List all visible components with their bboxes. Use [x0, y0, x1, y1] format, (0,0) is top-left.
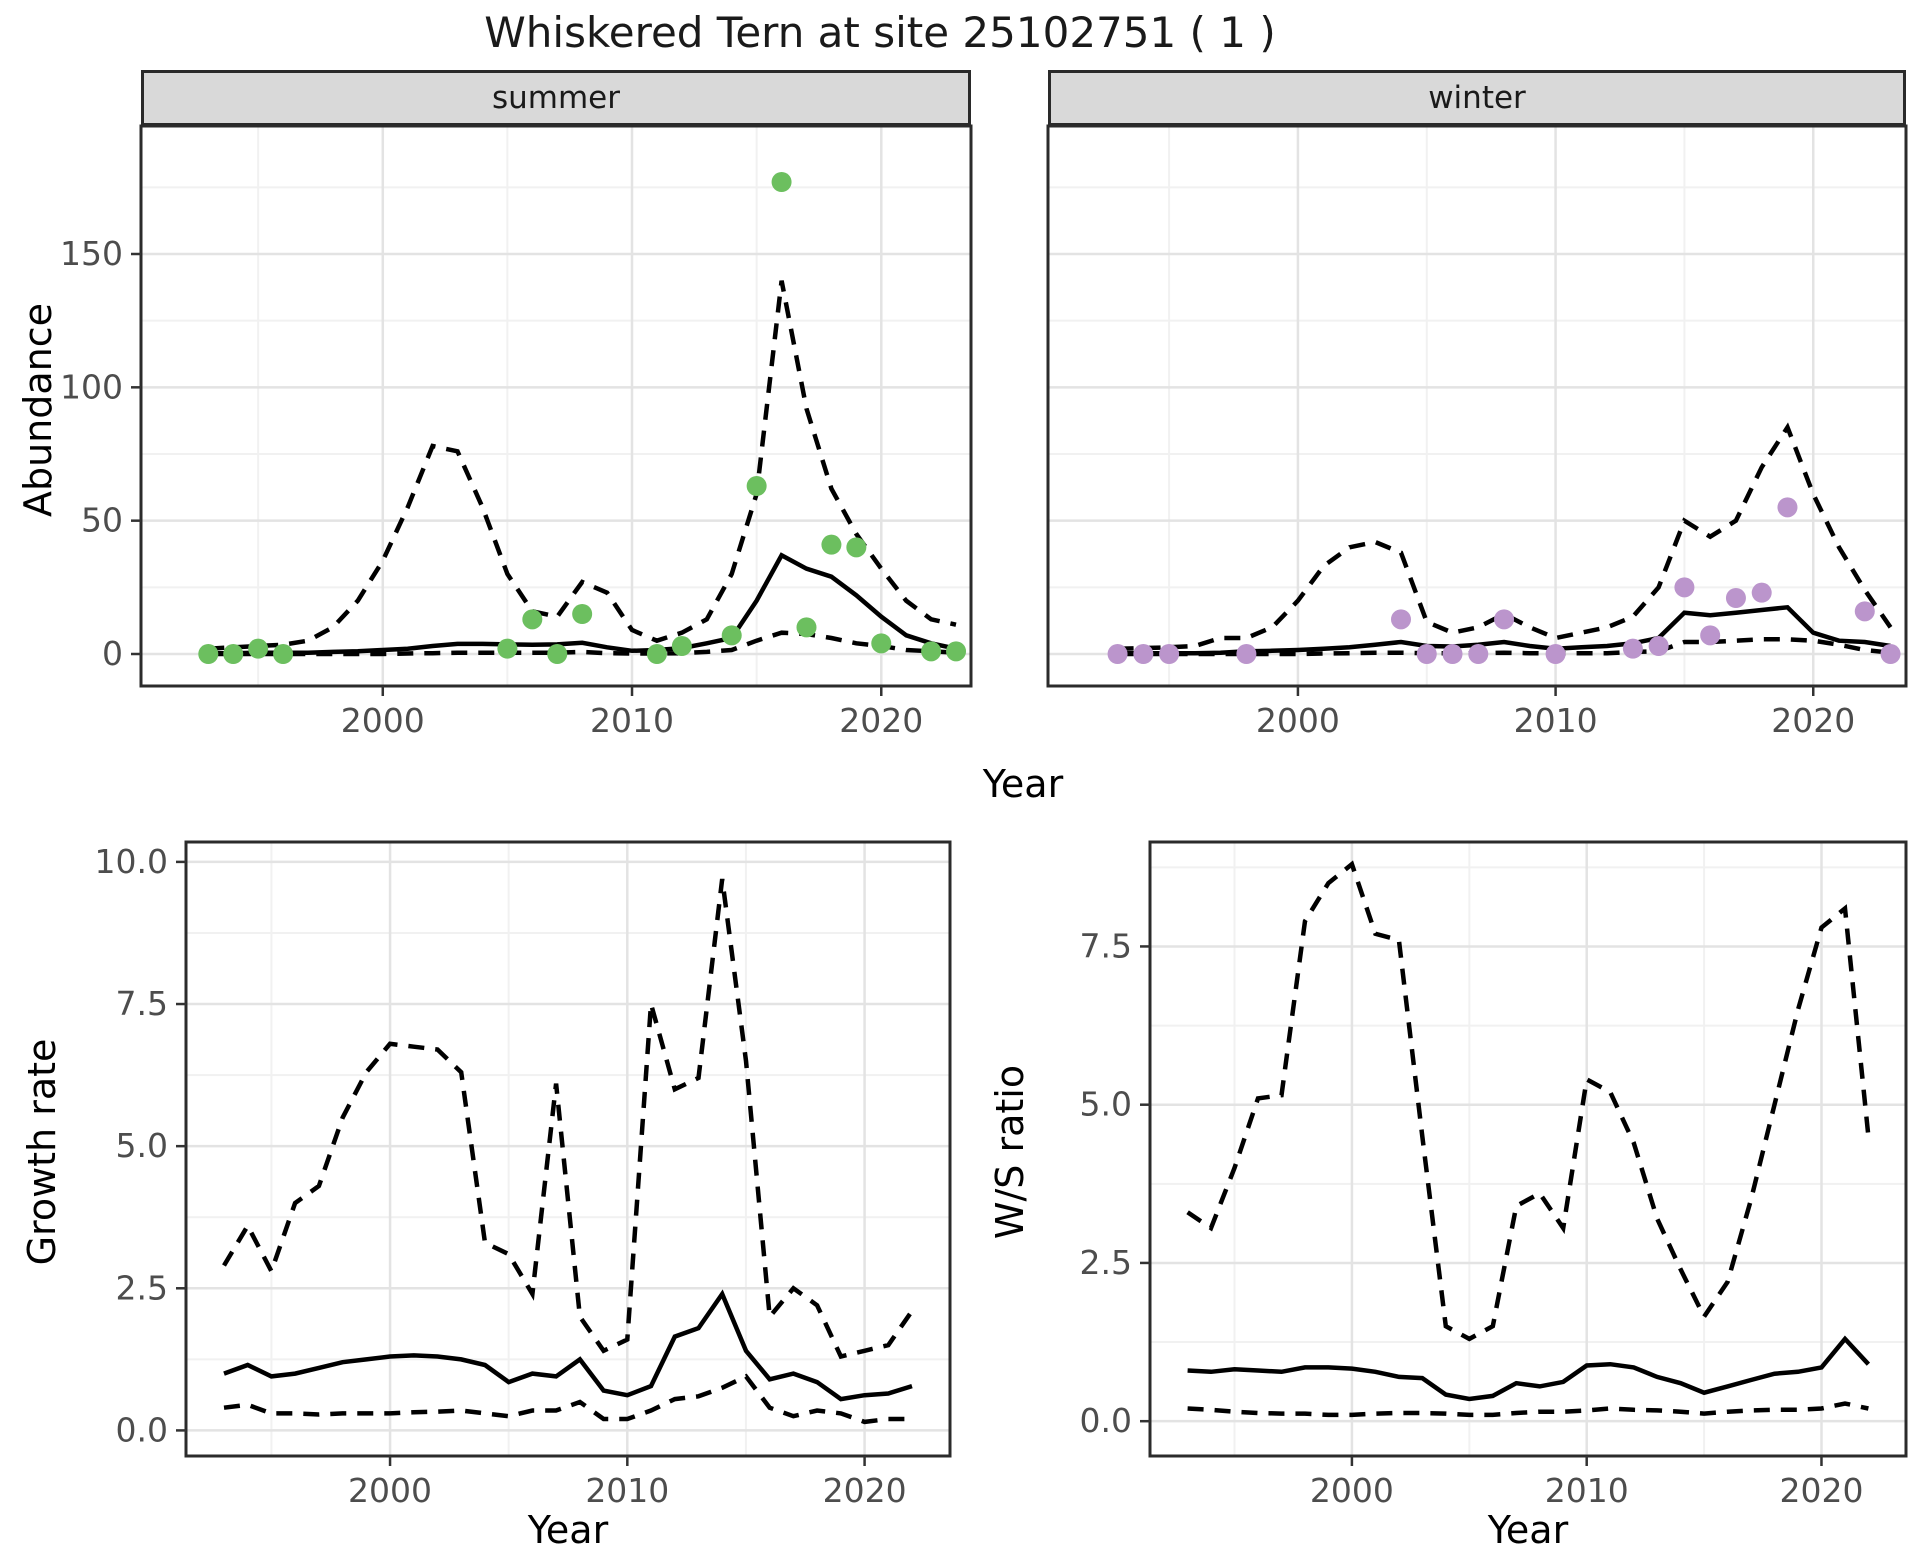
ws-ratio-lower_ci-line [1187, 1401, 1869, 1418]
growth-rate-ytick-label: 2.5 [116, 1268, 168, 1307]
chart-title: Whiskered Tern at site 25102751 ( 1 ) [484, 8, 1276, 57]
abundance-winter-xtick-label: 2000 [1256, 701, 1340, 740]
observed-counts-summer-point [273, 644, 294, 664]
observed-counts-summer-point [821, 534, 842, 555]
winter-abundance-plot: 2000 2010 2020 [1046, 124, 1908, 740]
growth-rate-lower_ci-line [223, 1373, 912, 1425]
observed-counts-winter-point [1648, 636, 1669, 656]
y-axis-title-abundance: Abundance [16, 302, 60, 518]
observed-counts-winter-point [1751, 582, 1772, 603]
observed-counts-summer-point [223, 644, 244, 664]
observed-counts-summer-point [248, 638, 269, 659]
growth-rate-xtick-label: 2020 [823, 1471, 907, 1510]
y-axis-title-ws-ratio: W/S ratio [988, 1064, 1032, 1240]
ws-ratio-xtick-label: 2020 [1779, 1471, 1863, 1510]
ws-ratio-median-line [1187, 1335, 1871, 1402]
observed-counts-winter-point [1390, 609, 1411, 630]
observed-counts-winter-point [1674, 577, 1695, 598]
observed-counts-summer-point [771, 172, 792, 192]
abundance-summer-lower_ci-line [208, 630, 957, 657]
abundance-summer-upper_ci-line [208, 280, 957, 651]
growth-rate-plot: 2000 2010 2020 0.0 2.5 5.0 7.5 10.0 [95, 840, 952, 1510]
ws-ratio-ytick-label: 2.5 [1080, 1243, 1132, 1282]
ws-ratio-upper_ci-line [1186, 860, 1871, 1342]
observed-counts-winter-point [1725, 588, 1746, 608]
observed-counts-summer-point [921, 641, 942, 662]
ws-ratio-ytick-label: 5.0 [1080, 1085, 1132, 1124]
observed-counts-summer-point [796, 617, 817, 638]
growth-rate-upper_ci-line [222, 878, 914, 1360]
growth-rate-median-line [223, 1289, 913, 1402]
abundance-summer-ytick-label: 0 [102, 634, 123, 673]
facet-strip-summer: summer [141, 70, 971, 126]
ws-ratio-ytick-label: 0.0 [1080, 1401, 1132, 1440]
facet-strip-winter-label: winter [1428, 80, 1526, 116]
observed-counts-winter-point [1468, 644, 1489, 664]
observed-counts-summer-point [497, 638, 518, 659]
observed-counts-summer-point [522, 609, 543, 630]
observed-counts-winter-point [1133, 644, 1154, 664]
observed-counts-summer-point [946, 641, 967, 662]
abundance-summer-ytick-label: 50 [81, 501, 123, 540]
observed-counts-summer-point [547, 644, 568, 664]
observed-counts-summer-point [746, 476, 767, 496]
observed-counts-summer-point [572, 604, 593, 624]
abundance-summer-xtick-label: 2010 [590, 701, 674, 740]
facet-strip-winter: winter [1048, 70, 1906, 126]
observed-counts-summer-point [846, 537, 867, 558]
observed-counts-summer-point [721, 625, 742, 646]
observed-counts-winter-point [1107, 644, 1128, 664]
abundance-summer-xtick-label: 2020 [839, 701, 923, 740]
abundance-winter-xtick-label: 2010 [1514, 701, 1598, 740]
abundance-summer-ytick-label: 100 [60, 367, 123, 406]
observed-counts-winter-point [1854, 601, 1875, 622]
observed-counts-winter-point [1494, 609, 1515, 630]
observed-counts-winter-point [1442, 644, 1463, 664]
observed-counts-winter-point [1159, 644, 1180, 664]
ws-ratio-xtick-label: 2010 [1545, 1471, 1629, 1510]
growth-rate-ytick-label: 0.0 [116, 1410, 168, 1449]
x-axis-title-year-ws: Year [1487, 1508, 1569, 1552]
observed-counts-summer-point [198, 644, 219, 664]
ws-ratio-ytick-label: 7.5 [1080, 926, 1132, 965]
growth-rate-ytick-label: 5.0 [116, 1126, 168, 1165]
abundance-summer-ytick-label: 150 [60, 234, 123, 273]
observed-counts-winter-point [1545, 644, 1566, 664]
observed-counts-summer-point [871, 633, 892, 654]
observed-counts-winter-point [1700, 625, 1721, 646]
observed-counts-winter-point [1416, 644, 1437, 664]
growth-rate-xtick-label: 2000 [348, 1471, 432, 1510]
x-axis-title-year-growth: Year [527, 1508, 609, 1552]
abundance-winter-xtick-label: 2020 [1771, 701, 1855, 740]
y-axis-title-growth-rate: Growth rate [20, 1038, 64, 1266]
observed-counts-winter-point [1880, 644, 1901, 664]
abundance-winter-lower_ci-line [1117, 637, 1891, 657]
x-axis-title-year-top: Year [982, 762, 1064, 806]
observed-counts-winter-point [1236, 644, 1257, 664]
summer-abundance-plot: 2000 2010 2020 0 50 100 150 [60, 124, 973, 740]
observed-counts-winter-point [1777, 497, 1798, 518]
observed-counts-summer-point [646, 644, 667, 664]
growth-rate-xtick-label: 2010 [585, 1471, 669, 1510]
ws-ratio-plot: 2000 2010 2020 0.0 2.5 5.0 7.5 [1080, 840, 1908, 1510]
growth-rate-ytick-label: 7.5 [116, 984, 168, 1023]
abundance-summer-xtick-label: 2000 [341, 701, 425, 740]
growth-rate-ytick-label: 10.0 [95, 842, 168, 881]
abundance-winter-upper_ci-line [1117, 422, 1893, 651]
observed-counts-summer-point [671, 636, 692, 656]
facet-strip-summer-label: summer [491, 80, 620, 116]
abundance-summer-median-line [208, 552, 957, 656]
ws-ratio-xtick-label: 2000 [1310, 1471, 1394, 1510]
observed-counts-winter-point [1622, 638, 1643, 659]
